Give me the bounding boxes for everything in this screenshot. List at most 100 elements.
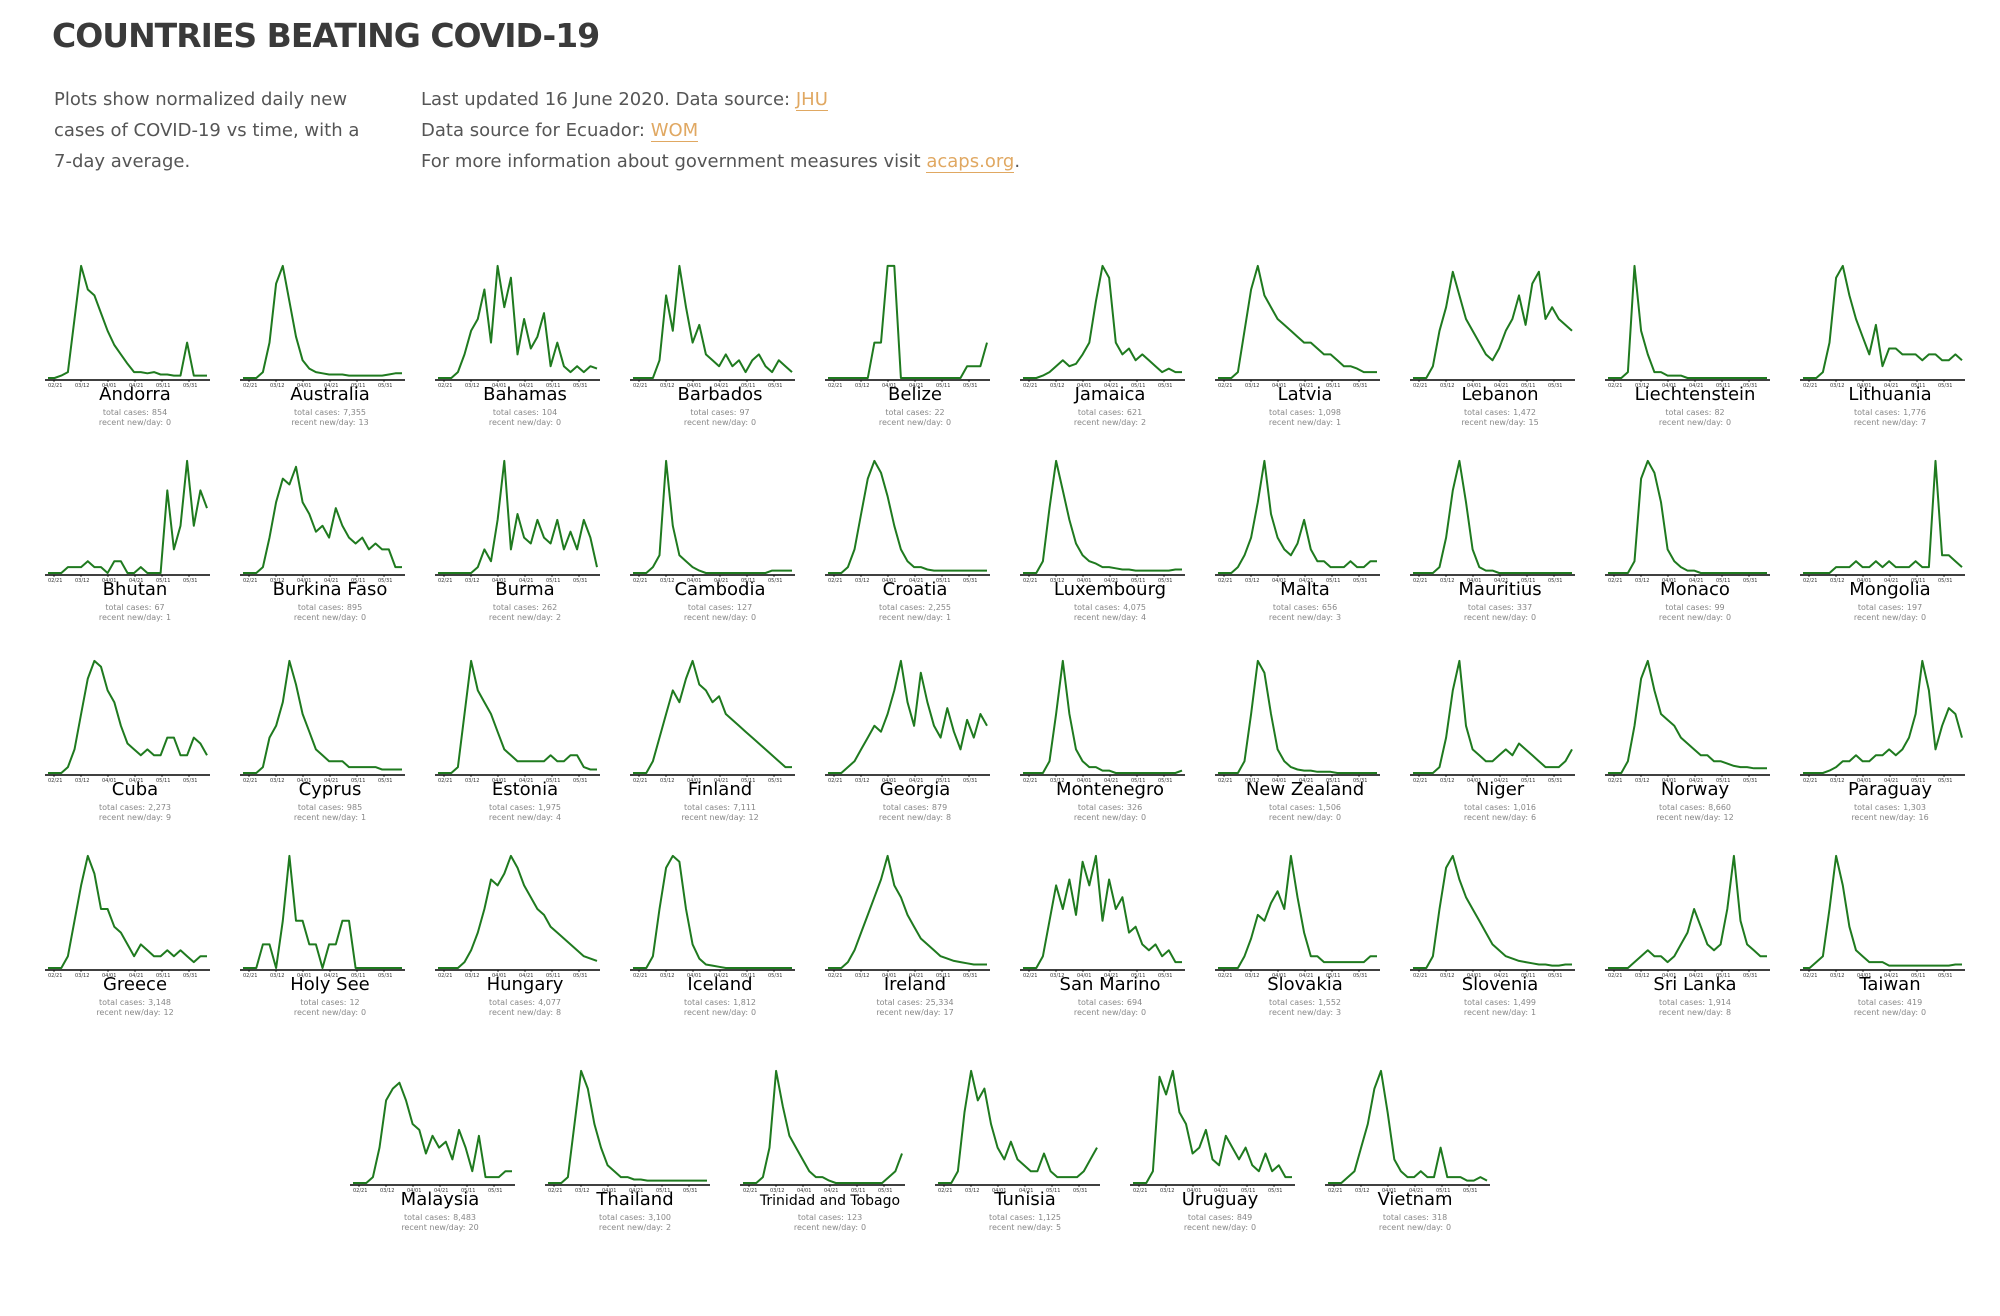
x-tick-label: 04/21 <box>434 1188 448 1194</box>
recent-new-per-day: recent new/day: 0 <box>240 1008 420 1017</box>
country-name: Andorra <box>99 384 171 405</box>
x-tick-label: 02/21 <box>828 973 842 979</box>
country-chart-svg: 02/21 03/12 04/01 04/21 05/11 05/31 <box>1800 659 1965 784</box>
country-chart: 02/21 03/12 04/01 04/21 05/11 05/31 Latvia tota… <box>1215 250 1395 450</box>
recent-value: 8 <box>1726 1008 1732 1017</box>
acaps-link[interactable]: acaps.org <box>926 151 1015 173</box>
x-tick-label: 05/31 <box>963 973 977 979</box>
recent-value: 0 <box>1921 1008 1927 1017</box>
recent-label: recent new/day: <box>291 418 356 427</box>
x-tick-label: 05/11 <box>1131 973 1145 979</box>
country-name: Iceland <box>687 974 753 995</box>
total-cases-value: 1,499 <box>1513 998 1536 1007</box>
recent-new-per-day: recent new/day: 0 <box>1325 1223 1505 1232</box>
total-cases-value: 985 <box>346 803 363 812</box>
x-tick-label: 04/21 <box>714 778 728 784</box>
recent-new-per-day: recent new/day: 9 <box>45 813 225 822</box>
total-cases-label: total cases: <box>1854 803 1901 812</box>
x-tick-label: 05/31 <box>378 973 392 979</box>
total-cases-label: total cases: <box>879 603 926 612</box>
recent-new-per-day: recent new/day: 6 <box>1410 813 1590 822</box>
x-tick-label: 05/11 <box>1436 1188 1450 1194</box>
cases-line <box>1803 459 1963 574</box>
x-tick-label: 03/12 <box>575 1188 589 1194</box>
country-chart-svg: 02/21 03/12 04/01 04/21 05/11 05/31 <box>1020 854 1185 979</box>
x-tick-label: 02/21 <box>1133 1188 1147 1194</box>
total-cases-value: 123 <box>846 1213 863 1222</box>
country-chart-svg: 02/21 03/12 04/01 04/21 05/11 05/31 <box>240 465 405 584</box>
country-chart: 02/21 03/12 04/01 04/21 05/11 05/31 Slovenia to… <box>1410 840 1590 1040</box>
total-cases-value: 2,255 <box>928 603 951 612</box>
x-tick-label: 04/01 <box>102 973 116 979</box>
total-cases: total cases: 127 <box>630 603 810 612</box>
country-chart-svg: 02/21 03/12 04/01 04/21 05/11 05/31 <box>1410 659 1575 784</box>
x-tick-label: 03/12 <box>855 578 869 584</box>
x-tick-label: 03/12 <box>1635 973 1649 979</box>
total-cases-value: 621 <box>1126 408 1143 417</box>
wom-link[interactable]: WOM <box>650 120 699 142</box>
recent-value: 1 <box>361 813 367 822</box>
total-cases: total cases: 4,075 <box>1020 603 1200 612</box>
x-tick-label: 03/12 <box>270 383 284 389</box>
source-info: Last updated 16 June 2020. Data source: … <box>421 84 1321 177</box>
total-cases-label: total cases: <box>1187 1213 1234 1222</box>
x-tick-label: 02/21 <box>48 778 62 784</box>
country-chart: 02/21 03/12 04/01 04/21 05/11 05/31 Sri Lanka t… <box>1605 840 1785 1040</box>
x-tick-label: 02/21 <box>1218 578 1232 584</box>
recent-new-per-day: recent new/day: 12 <box>630 813 810 822</box>
total-cases: total cases: 337 <box>1410 603 1590 612</box>
cases-line <box>1413 459 1572 574</box>
x-tick-label: 03/12 <box>660 973 674 979</box>
x-tick-label: 05/31 <box>1353 778 1367 784</box>
x-tick-label: 04/21 <box>519 383 533 389</box>
total-cases-value: 8,660 <box>1708 803 1731 812</box>
total-cases-label: total cases: <box>1665 603 1712 612</box>
x-tick-label: 05/31 <box>573 578 587 584</box>
x-tick-label: 05/31 <box>1353 973 1367 979</box>
country-name: Tunisia <box>994 1189 1056 1210</box>
x-tick-label: 02/21 <box>828 778 842 784</box>
recent-label: recent new/day: <box>1268 418 1334 427</box>
recent-value: 1 <box>166 613 172 622</box>
recent-label: recent new/day: <box>1853 613 1919 622</box>
x-tick-label: 04/21 <box>714 973 728 979</box>
country-name: Uruguay <box>1181 1189 1259 1210</box>
x-tick-label: 04/01 <box>102 383 116 389</box>
recent-new-per-day: recent new/day: 1 <box>240 813 420 822</box>
country-chart-svg: 02/21 03/12 04/01 04/21 05/11 05/31 <box>1215 264 1380 389</box>
country-chart-svg: 02/21 03/12 04/01 04/21 05/11 05/31 <box>630 854 795 979</box>
x-tick-label: 04/21 <box>1884 383 1898 389</box>
total-cases-value: 99 <box>1714 603 1725 612</box>
recent-value: 0 <box>1446 1223 1452 1232</box>
x-tick-label: 03/12 <box>1245 383 1259 389</box>
recent-new-per-day: recent new/day: 0 <box>1800 1008 1980 1017</box>
x-tick-label: 02/21 <box>243 578 257 584</box>
recent-label: recent new/day: <box>1656 813 1721 822</box>
x-tick-label: 04/21 <box>714 578 728 584</box>
total-cases-label: total cases: <box>1077 408 1124 417</box>
country-chart-svg: 02/21 03/12 04/01 04/21 05/11 05/31 <box>630 264 795 389</box>
cases-line <box>243 465 402 574</box>
x-tick-label: 05/11 <box>1716 383 1730 389</box>
x-tick-label: 04/21 <box>1214 1188 1228 1194</box>
cases-line <box>1023 264 1182 379</box>
recent-new-per-day: recent new/day: 0 <box>740 1223 920 1232</box>
total-cases-value: 1,472 <box>1513 408 1536 417</box>
x-tick-label: 04/01 <box>297 383 311 389</box>
country-chart-svg: 02/21 03/12 04/01 04/21 05/11 05/31 <box>45 459 210 584</box>
jhu-link[interactable]: JHU <box>795 89 828 111</box>
cases-line <box>243 854 402 969</box>
x-tick-label: 04/21 <box>1689 778 1703 784</box>
total-cases-value: 1,098 <box>1318 408 1341 417</box>
total-cases: total cases: 8,483 <box>350 1213 530 1222</box>
recent-value: 1 <box>946 613 952 622</box>
x-tick-label: 02/21 <box>1608 383 1622 389</box>
total-cases-value: 262 <box>541 603 558 612</box>
total-cases-label: total cases: <box>1464 803 1511 812</box>
country-name: Jamaica <box>1074 384 1146 405</box>
total-cases-value: 4,077 <box>538 998 561 1007</box>
total-cases: total cases: 985 <box>240 803 420 812</box>
x-tick-label: 02/21 <box>1803 973 1817 979</box>
total-cases-value: 1,975 <box>538 803 561 812</box>
x-tick-label: 05/31 <box>1743 578 1757 584</box>
